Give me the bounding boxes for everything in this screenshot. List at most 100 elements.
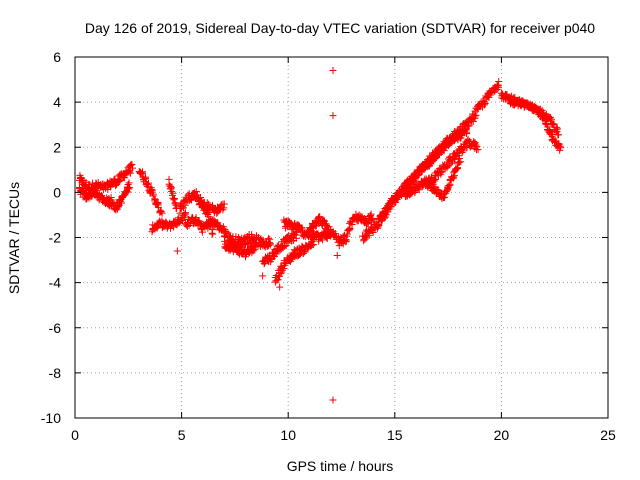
- data-point: [489, 89, 497, 97]
- x-tick-label: 15: [387, 427, 403, 443]
- data-point: [192, 188, 200, 196]
- data-point: [144, 181, 152, 189]
- data-point: [158, 209, 166, 217]
- outlier-point: [259, 272, 267, 280]
- data-point: [157, 208, 165, 216]
- data-point: [343, 232, 351, 240]
- data-point: [451, 153, 459, 161]
- data-point: [547, 113, 555, 121]
- data-point: [316, 213, 324, 221]
- data-point: [325, 223, 333, 231]
- data-point: [210, 216, 218, 224]
- data-point: [296, 251, 304, 259]
- data-point: [368, 216, 375, 224]
- data-point: [537, 109, 545, 117]
- data-point: [391, 197, 399, 205]
- data-point: [263, 243, 271, 251]
- data-point: [276, 270, 284, 278]
- y-axis-label: SDTVAR / TECUs: [6, 182, 22, 294]
- data-point: [463, 128, 471, 136]
- data-point: [473, 142, 481, 150]
- data-point: [145, 179, 153, 187]
- data-point: [93, 189, 101, 197]
- data-point: [264, 235, 272, 243]
- outlier-point: [276, 283, 284, 291]
- data-point: [127, 161, 135, 169]
- data-point: [278, 266, 286, 274]
- data-point: [292, 234, 300, 242]
- data-point: [457, 158, 465, 166]
- data-point: [553, 128, 561, 136]
- data-point: [319, 236, 327, 244]
- data-point: [554, 131, 562, 139]
- x-tick-label: 20: [494, 427, 510, 443]
- data-point: [267, 258, 275, 266]
- data-point: [198, 228, 206, 236]
- data-point: [363, 219, 371, 227]
- data-point: [480, 101, 488, 109]
- x-tick-label: 25: [600, 427, 616, 443]
- data-point: [250, 247, 258, 255]
- data-point: [481, 99, 489, 107]
- data-point: [380, 212, 388, 220]
- data-point: [251, 242, 259, 250]
- data-point: [208, 229, 216, 237]
- data-point: [557, 144, 565, 152]
- data-point: [125, 185, 133, 193]
- data-point: [451, 172, 459, 180]
- data-point: [415, 186, 423, 194]
- y-tick-label: -4: [49, 275, 62, 291]
- data-point: [431, 177, 439, 185]
- outlier-point: [329, 112, 337, 120]
- data-point: [458, 149, 466, 157]
- data-point: [455, 155, 463, 163]
- y-tick-label: -2: [49, 230, 62, 246]
- data-point: [126, 184, 134, 192]
- y-tick-label: -6: [49, 320, 62, 336]
- data-point: [298, 224, 306, 232]
- data-point: [168, 187, 176, 195]
- data-point: [216, 205, 224, 213]
- y-tick-label: 0: [53, 184, 61, 200]
- data-point: [320, 217, 328, 225]
- data-point: [346, 224, 354, 232]
- y-tick-label: 2: [53, 139, 61, 155]
- outlier-point: [333, 252, 341, 260]
- chart-title: Day 126 of 2019, Sidereal Day-to-day VTE…: [85, 20, 595, 36]
- data-point: [112, 182, 120, 190]
- data-point: [310, 241, 318, 249]
- y-tick-label: 6: [53, 49, 61, 65]
- outlier-point: [173, 247, 181, 255]
- data-point: [128, 160, 136, 168]
- outlier-point: [329, 396, 337, 404]
- data-point: [111, 175, 119, 183]
- data-point: [170, 195, 178, 203]
- data-point: [178, 203, 186, 211]
- data-point: [363, 220, 371, 228]
- data-point: [180, 213, 188, 221]
- data-point: [444, 183, 452, 191]
- y-tick-label: 4: [53, 94, 61, 110]
- data-point: [551, 138, 559, 146]
- data-point: [304, 229, 312, 237]
- data-point: [447, 156, 455, 164]
- data-point: [472, 111, 480, 119]
- data-point: [222, 230, 230, 238]
- data-point: [274, 276, 282, 284]
- data-point: [183, 222, 191, 230]
- x-tick-label: 0: [71, 427, 79, 443]
- data-point: [125, 179, 133, 187]
- data-point: [426, 179, 434, 187]
- data-point: [220, 200, 228, 208]
- data-point: [342, 238, 350, 246]
- data-point: [128, 164, 136, 172]
- data-point: [142, 174, 150, 182]
- data-point: [116, 177, 124, 185]
- data-point: [474, 146, 482, 154]
- y-tick-label: -8: [49, 365, 62, 381]
- data-point: [465, 122, 473, 130]
- data-points: [75, 67, 565, 404]
- outlier-point: [329, 67, 337, 75]
- data-point: [299, 249, 307, 257]
